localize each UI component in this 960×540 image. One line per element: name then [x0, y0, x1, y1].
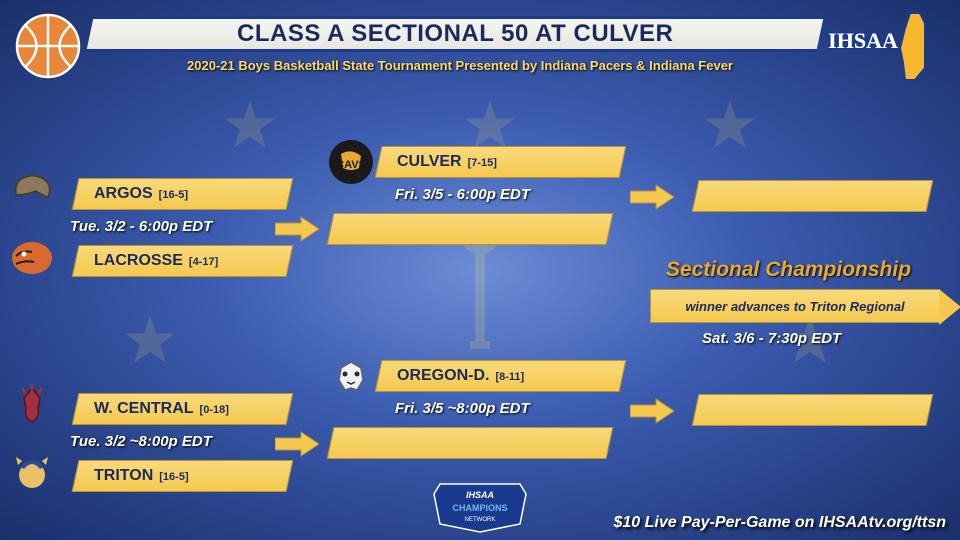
- argos-mascot-icon: [6, 165, 58, 217]
- champions-network-badge: IHSAA CHAMPIONS NETWORK: [430, 478, 530, 534]
- culver-mascot-icon: CAVS: [325, 136, 377, 188]
- header: CLASS A SECTIONAL 50 AT CULVER 2020-21 B…: [10, 8, 950, 90]
- championship-datetime: Sat. 3/6 - 7:30p EDT: [702, 330, 841, 347]
- team-argos: ARGOS [16-5]: [72, 178, 294, 210]
- game1-datetime: Tue. 3/2 - 6:00p EDT: [70, 218, 212, 235]
- team-name: CULVER: [397, 153, 462, 170]
- svg-text:IHSAA: IHSAA: [828, 28, 898, 53]
- team-oregon: OREGON-D. [8-11]: [375, 360, 627, 392]
- team-record: [8-11]: [495, 371, 524, 383]
- final-bottom-slot: [692, 394, 934, 426]
- team-name: W. CENTRAL: [94, 400, 194, 417]
- triton-mascot-icon: [6, 445, 58, 497]
- team-name: LACROSSE: [94, 252, 183, 269]
- final-top-slot: [692, 180, 934, 212]
- championship-label: Sectional Championship: [666, 258, 911, 282]
- arrow-icon: [630, 183, 674, 211]
- ihsaa-logo: IHSAAIHSAA: [815, 8, 945, 88]
- basketball-icon: [15, 13, 81, 79]
- team-lacrosse: LACROSSE [4-17]: [72, 245, 294, 277]
- wcentral-mascot-icon: [6, 380, 58, 432]
- semi2-datetime: Fri. 3/5 ~8:00p EDT: [395, 400, 530, 417]
- team-name: ARGOS: [94, 185, 153, 202]
- semi1-winner-slot: [327, 213, 614, 245]
- team-name: OREGON-D.: [397, 367, 489, 384]
- team-triton: TRITON [16-5]: [72, 460, 294, 492]
- team-record: [4-17]: [189, 256, 218, 268]
- team-name: TRITON: [94, 467, 153, 484]
- ppv-text: $10 Live Pay-Per-Game on IHSAAtv.org/tts…: [613, 514, 946, 532]
- team-record: [7-15]: [468, 157, 497, 169]
- team-record: [16-5]: [159, 189, 188, 201]
- game2-datetime: Tue. 3/2 ~8:00p EDT: [70, 433, 212, 450]
- semi2-winner-slot: [327, 427, 614, 459]
- arrow-icon: [630, 397, 674, 425]
- svg-text:CHAMPIONS: CHAMPIONS: [452, 503, 507, 513]
- oregon-mascot-icon: [325, 350, 377, 402]
- team-wcentral: W. CENTRAL [0-18]: [72, 393, 294, 425]
- svg-text:IHSAA: IHSAA: [466, 490, 494, 500]
- team-record: [0-18]: [200, 404, 229, 416]
- arrow-icon: [275, 215, 319, 243]
- team-culver: CULVER [7-15]: [375, 146, 627, 178]
- advance-text: winner advances to Triton Regional: [651, 299, 939, 314]
- svg-text:NETWORK: NETWORK: [465, 517, 496, 523]
- title-band: CLASS A SECTIONAL 50 AT CULVER: [86, 16, 824, 52]
- arrow-icon: [275, 430, 319, 458]
- advance-arrow: winner advances to Triton Regional: [650, 289, 940, 323]
- svg-text:CAVS: CAVS: [336, 159, 366, 171]
- page-title: CLASS A SECTIONAL 50 AT CULVER: [237, 20, 673, 48]
- lacrosse-mascot-icon: [6, 230, 58, 282]
- subtitle: 2020-21 Boys Basketball State Tournament…: [110, 58, 810, 73]
- team-record: [16-5]: [159, 471, 188, 483]
- semi1-datetime: Fri. 3/5 - 6:00p EDT: [395, 186, 530, 203]
